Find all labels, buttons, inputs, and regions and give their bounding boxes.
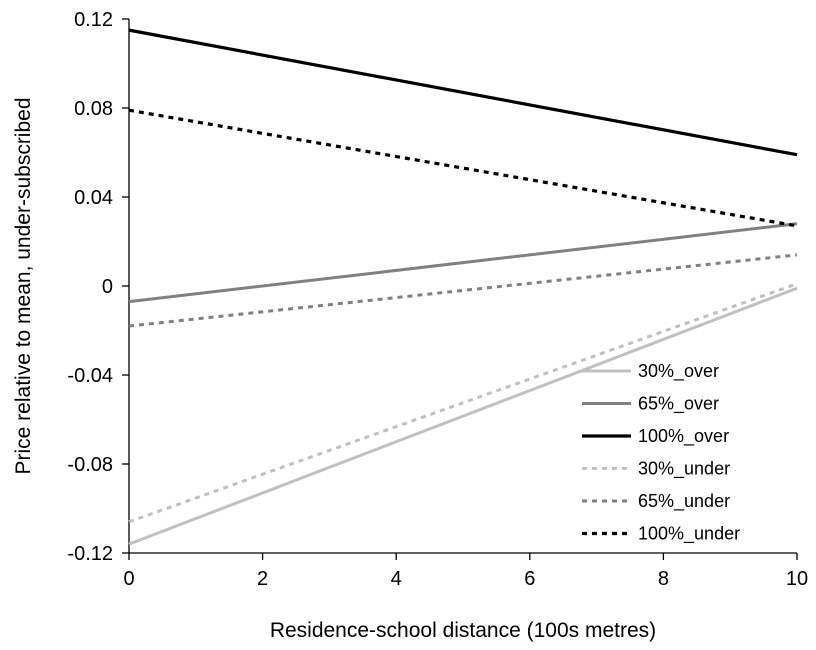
legend-label: 100%_under [638,524,740,545]
x-tick-label: 8 [658,568,669,590]
y-tick-label: 0 [102,276,113,298]
x-tick-label: 6 [524,568,535,590]
legend-label: 30%_over [638,361,719,382]
x-tick-label: 0 [123,568,134,590]
series-line-30-under [128,282,798,524]
series-line-65-under [128,253,798,328]
legend-label: 65%_over [638,394,719,415]
y-tick-label: -0.04 [67,365,113,387]
series-line-100-under [128,108,798,228]
x-axis-title: Residence-school distance (100s metres) [270,619,656,642]
y-tick-label: -0.08 [67,454,113,476]
x-tick-label: 10 [786,568,808,590]
series-line-30-over [128,286,798,546]
series-line-65-over [128,222,798,304]
series-lines [128,28,798,546]
y-tick-label: 0.04 [74,187,113,209]
y-tick-label: 0.12 [74,9,113,31]
y-tick-label: 0.08 [74,98,113,120]
legend: 30%_over 65%_over 100%_over 30%_under 65%_un… [582,361,740,545]
ticks: 0.12 0.08 0.04 0 -0.04 -0.08 -0.12 0 2 4 6 8 10 [67,9,808,590]
y-axis-title: Price relative to mean, under-subscribed [12,97,35,474]
legend-label: 65%_under [638,491,730,512]
legend-label: 30%_under [638,459,730,480]
legend-label: 100%_over [638,426,729,447]
x-tick-label: 2 [257,568,268,590]
y-tick-label: -0.12 [67,543,113,565]
series-line-100-over [128,28,798,157]
x-tick-label: 4 [391,568,402,590]
